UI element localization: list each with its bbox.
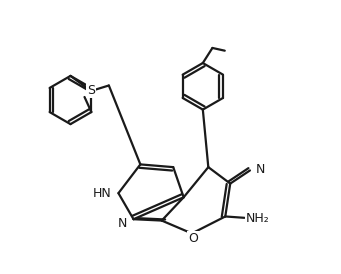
Text: O: O bbox=[188, 232, 198, 245]
Text: S: S bbox=[87, 84, 95, 98]
Text: N: N bbox=[256, 162, 265, 176]
Text: HN: HN bbox=[93, 187, 112, 200]
Text: N: N bbox=[118, 217, 128, 230]
Text: NH₂: NH₂ bbox=[246, 212, 270, 225]
